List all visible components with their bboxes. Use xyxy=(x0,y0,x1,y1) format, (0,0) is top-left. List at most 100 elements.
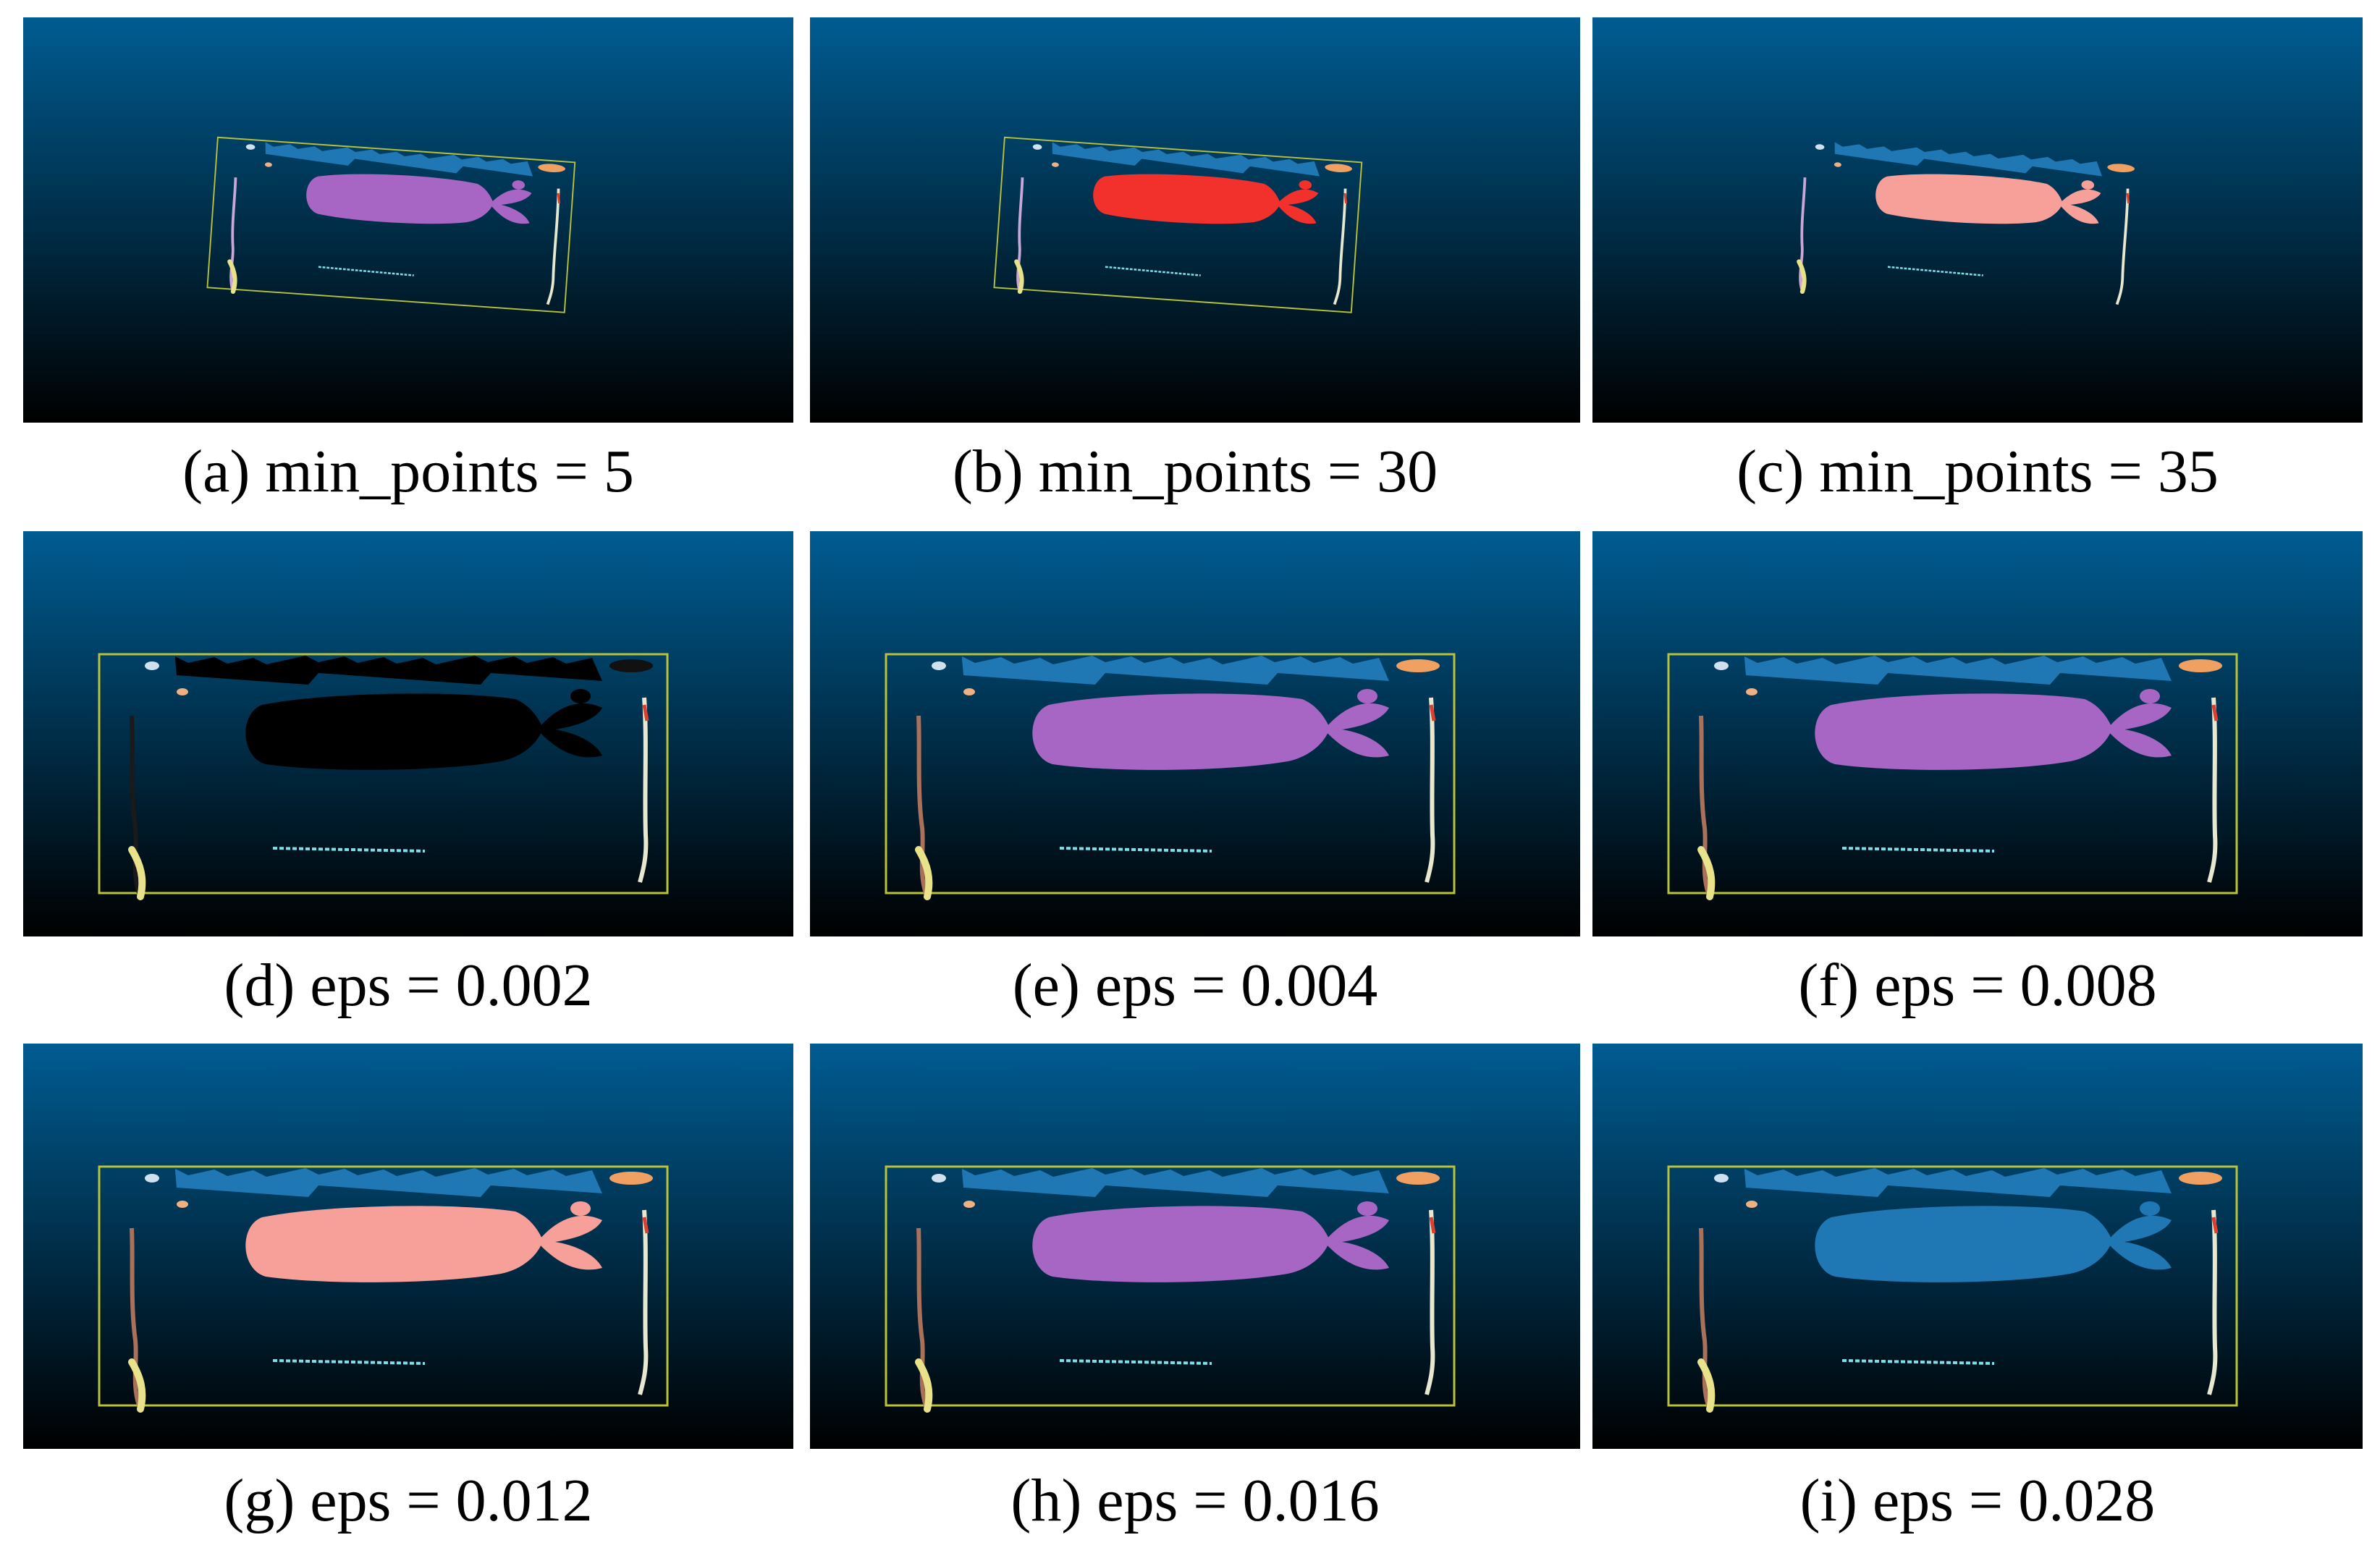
left-side-cluster xyxy=(916,1227,928,1406)
right-red-cluster xyxy=(2126,193,2130,204)
fish-body xyxy=(1032,693,1330,770)
fish-cluster xyxy=(1032,689,1389,770)
top-band-cluster xyxy=(175,1168,602,1197)
bounding-box xyxy=(1667,653,2238,894)
fish-body xyxy=(245,693,543,770)
left-bottom-cluster xyxy=(1014,259,1024,295)
top-left-cluster xyxy=(1714,1174,1729,1183)
top-band-cluster xyxy=(1834,142,2103,177)
point-cloud-render xyxy=(23,1044,793,1449)
fish-fin xyxy=(1357,1201,1377,1216)
right-side-cluster xyxy=(1333,188,1347,305)
small-cluster xyxy=(264,162,272,167)
scene xyxy=(885,1165,1456,1413)
bottom-line-cluster xyxy=(1059,847,1212,853)
fish-cluster xyxy=(245,1201,602,1282)
fish-cluster xyxy=(1815,689,2172,770)
small-cluster xyxy=(963,1201,975,1208)
scene xyxy=(98,653,669,900)
left-side-cluster xyxy=(1799,177,1807,290)
panel-b-image xyxy=(810,17,1580,423)
panel-i-caption: (i) eps = 0.028 xyxy=(1799,1467,2156,1534)
right-side-cluster xyxy=(638,697,649,883)
bounding-box xyxy=(98,653,669,894)
bottom-line-cluster xyxy=(1105,266,1201,276)
top-right-cluster xyxy=(2107,164,2135,172)
panel-c-image xyxy=(1592,17,2363,423)
scene xyxy=(206,136,576,313)
right-red-cluster xyxy=(642,704,649,722)
right-side-cluster xyxy=(546,188,560,305)
small-cluster xyxy=(177,1201,188,1208)
top-right-cluster xyxy=(609,659,653,672)
fish-cluster xyxy=(245,689,602,770)
bounding-box xyxy=(98,1165,669,1407)
bottom-line-cluster xyxy=(272,847,426,853)
bounding-box xyxy=(885,1165,1456,1407)
bottom-line-cluster xyxy=(1841,1359,1995,1365)
top-left-cluster xyxy=(932,1174,946,1183)
right-red-cluster xyxy=(557,193,561,204)
right-red-cluster xyxy=(2211,1217,2219,1234)
small-cluster xyxy=(963,688,975,695)
left-bottom-cluster xyxy=(915,1358,933,1413)
top-left-cluster xyxy=(145,661,159,670)
point-cloud-render xyxy=(810,17,1580,423)
left-side-cluster xyxy=(1699,715,1710,894)
right-red-cluster xyxy=(1429,1217,1436,1234)
fish-body xyxy=(1815,693,2112,770)
panel-e-image xyxy=(810,531,1580,936)
top-band-cluster xyxy=(1052,142,1320,177)
fish-cluster xyxy=(1815,1201,2172,1282)
fish-tail xyxy=(1325,1215,1389,1270)
top-right-cluster xyxy=(538,164,565,172)
left-side-cluster xyxy=(1016,177,1024,290)
right-red-cluster xyxy=(2211,704,2219,722)
top-left-cluster xyxy=(1815,144,1825,150)
right-side-cluster xyxy=(1425,1209,1435,1395)
scene xyxy=(1667,1165,2238,1413)
left-bottom-cluster xyxy=(1797,259,1807,295)
top-left-cluster xyxy=(1714,661,1729,670)
fish-tail xyxy=(539,1215,602,1270)
panel-g-caption: (g) eps = 0.012 xyxy=(224,1467,593,1534)
left-side-cluster xyxy=(916,715,928,894)
top-band-cluster xyxy=(175,656,602,685)
left-bottom-cluster xyxy=(1697,846,1716,900)
fish-tail xyxy=(2108,703,2172,758)
right-side-cluster xyxy=(638,1209,649,1395)
top-right-cluster xyxy=(1396,659,1440,672)
top-right-cluster xyxy=(1325,164,1352,172)
small-cluster xyxy=(1833,162,1841,167)
fish-tail xyxy=(2108,1215,2172,1270)
fish-fin xyxy=(570,1201,591,1216)
bounding-box xyxy=(885,653,1456,894)
fish-fin xyxy=(1299,180,1312,190)
panel-f-image xyxy=(1592,531,2363,936)
bounding-box xyxy=(993,136,1363,313)
point-cloud-render xyxy=(23,17,793,423)
top-left-cluster xyxy=(1032,144,1042,150)
right-side-cluster xyxy=(1425,697,1435,883)
fish-fin xyxy=(570,689,591,703)
top-right-cluster xyxy=(2179,1172,2222,1185)
fish-tail xyxy=(2059,189,2101,224)
top-band-cluster xyxy=(265,142,533,177)
top-left-cluster xyxy=(145,1174,159,1183)
top-right-cluster xyxy=(1396,1172,1440,1185)
panel-a-caption: (a) min_points = 5 xyxy=(182,438,634,505)
left-bottom-cluster xyxy=(1697,1358,1716,1413)
panel-g-image xyxy=(23,1044,793,1449)
scene xyxy=(993,136,1363,313)
bottom-line-cluster xyxy=(318,266,414,276)
panel-f-caption: (f) eps = 0.008 xyxy=(1798,952,2157,1019)
left-bottom-cluster xyxy=(128,846,146,900)
bottom-line-cluster xyxy=(272,1359,426,1365)
point-cloud-render xyxy=(23,531,793,936)
fish-body xyxy=(1815,1206,2112,1282)
top-band-cluster xyxy=(1744,1168,2172,1197)
fish-cluster xyxy=(1875,174,2101,224)
left-bottom-cluster xyxy=(128,1358,146,1413)
bounding-box xyxy=(1667,1165,2238,1407)
